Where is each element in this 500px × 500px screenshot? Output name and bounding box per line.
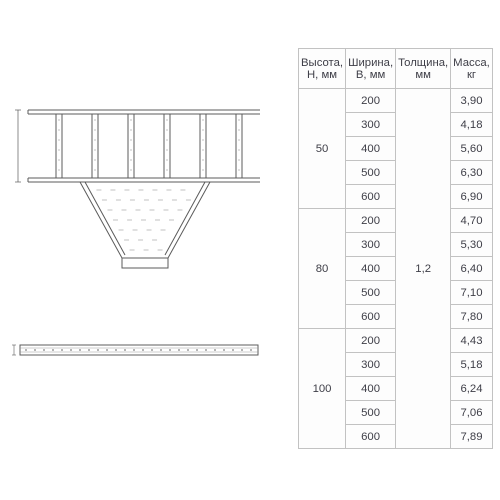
cell-width: 200 [346,209,396,233]
col-header: Толщина, мм [396,49,451,89]
cell-width: 300 [346,113,396,137]
cell-width: 600 [346,425,396,449]
col-header: Масса, кг [451,49,493,89]
cell-mass: 5,30 [451,233,493,257]
cell-mass: 4,70 [451,209,493,233]
cell-mass: 6,24 [451,377,493,401]
cell-thickness: 1,2 [396,89,451,449]
cell-width: 500 [346,161,396,185]
cell-mass: 6,90 [451,185,493,209]
cell-mass: 5,60 [451,137,493,161]
cell-width: 500 [346,401,396,425]
cell-width: 600 [346,185,396,209]
spec-table-container: Высота, H, ммШирина, B, ммТолщина, ммМас… [298,48,488,449]
cell-mass: 7,89 [451,425,493,449]
spec-table: Высота, H, ммШирина, B, ммТолщина, ммМас… [298,48,493,449]
cell-mass: 3,90 [451,89,493,113]
col-header: Высота, H, мм [299,49,346,89]
technical-drawing [10,90,260,410]
cell-width: 400 [346,137,396,161]
cell-width: 400 [346,257,396,281]
cell-mass: 7,80 [451,305,493,329]
cell-width: 300 [346,233,396,257]
cell-width: 500 [346,281,396,305]
cell-width: 200 [346,89,396,113]
cell-mass: 5,18 [451,353,493,377]
cell-mass: 6,30 [451,161,493,185]
col-header: Ширина, B, мм [346,49,396,89]
cell-width: 600 [346,305,396,329]
cell-mass: 7,06 [451,401,493,425]
cell-width: 200 [346,329,396,353]
cell-height: 100 [299,329,346,449]
cell-height: 50 [299,89,346,209]
cell-mass: 4,18 [451,113,493,137]
cell-width: 400 [346,377,396,401]
cell-mass: 6,40 [451,257,493,281]
cell-width: 300 [346,353,396,377]
cell-mass: 7,10 [451,281,493,305]
cell-mass: 4,43 [451,329,493,353]
cell-height: 80 [299,209,346,329]
